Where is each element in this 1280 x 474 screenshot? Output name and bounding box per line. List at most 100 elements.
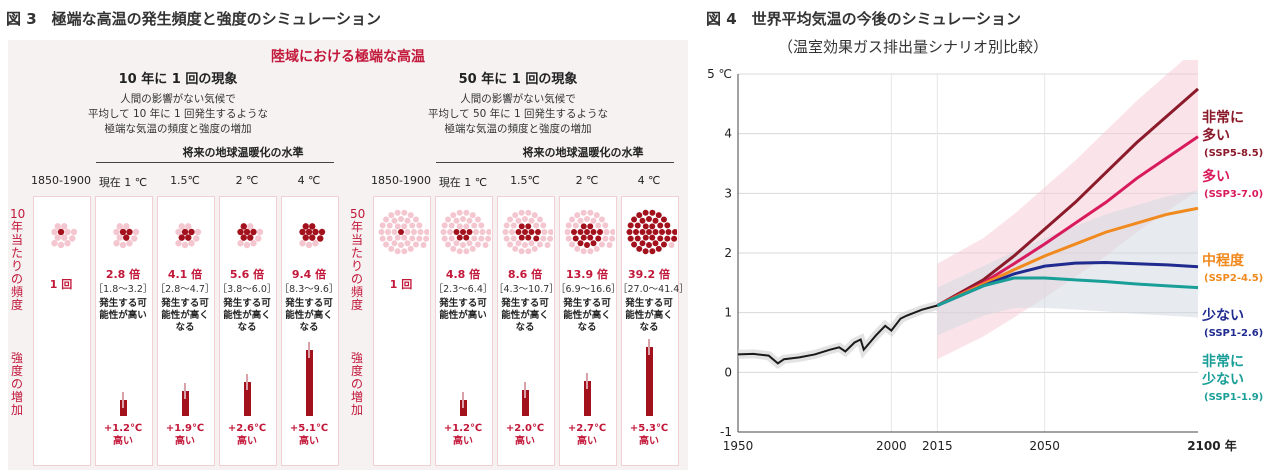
fig3-intensity-error xyxy=(648,339,650,356)
fig3-baseline-dot xyxy=(522,242,528,248)
fig3-event-dot xyxy=(642,209,649,216)
fig3-column-label: 1.5℃ xyxy=(510,174,540,187)
fig3-event-dot xyxy=(305,228,313,236)
legend-name: 多い xyxy=(1202,168,1230,185)
fig3-event-dot xyxy=(626,229,633,235)
fig3-heading: 陸域における極端な高温 xyxy=(271,49,425,65)
fig3-event-dot xyxy=(631,241,638,248)
fig3-event-dot xyxy=(655,212,662,219)
fig3-baseline-dot xyxy=(509,229,515,235)
scenario-line xyxy=(936,206,1199,307)
fig3-event-dot xyxy=(655,245,662,252)
fig3-event-dot xyxy=(659,229,665,235)
fig3-baseline-dot xyxy=(450,245,457,252)
fig3-likelihood-note: 発生する可能性が高くなる xyxy=(161,298,209,333)
fig3-event-dot xyxy=(312,228,319,236)
fig3-intensity-bar xyxy=(306,349,313,416)
fig3-likelihood-note: 発生する可能性が高くなる xyxy=(223,298,271,333)
fig3-baseline-dot xyxy=(572,222,579,229)
fig3-baseline-dot xyxy=(416,222,423,229)
fig3-event-dot xyxy=(636,245,643,252)
fig3-baseline-dot xyxy=(116,223,123,230)
fig3-column-card xyxy=(281,196,339,466)
fig3-baseline-dot xyxy=(57,241,65,249)
fig3-baseline-dot xyxy=(70,228,78,236)
y-tick-label: 0 xyxy=(724,365,732,379)
fig3-baseline-dot xyxy=(598,216,605,223)
fig3-group-desc-line: 人間の影響がない気候で xyxy=(460,93,576,105)
fig3-side-frequency-label: 50年当たりの頻度 xyxy=(350,207,366,312)
fig3-baseline-dot xyxy=(466,217,473,224)
fig3-baseline-dot xyxy=(450,212,457,219)
fig3-event-dot xyxy=(664,235,671,242)
fig3-baseline-dot xyxy=(574,245,581,252)
fig3-baseline-dot xyxy=(51,228,58,236)
fig3-baseline-dot xyxy=(409,222,416,229)
fig3-dot-cluster xyxy=(237,223,264,249)
fig3-baseline-dot xyxy=(522,216,528,222)
fig3-baseline-dot xyxy=(565,235,572,242)
fig3-baseline-dot xyxy=(243,241,251,249)
fig3-intensity-bar xyxy=(522,390,529,416)
fig3-baseline-dot xyxy=(580,248,587,255)
fig3-baseline-dot xyxy=(54,234,61,241)
fig3-baseline-dot xyxy=(188,240,195,247)
fig3-event-dot xyxy=(665,229,672,235)
fig3-event-dot xyxy=(181,228,189,236)
scenario-line xyxy=(936,276,1199,307)
fig3-event-dot xyxy=(639,217,646,224)
fig3-baseline-dot xyxy=(528,217,535,224)
fig3-baseline-dot xyxy=(64,240,71,247)
fig3-event-dot xyxy=(580,234,587,241)
fig3-likelihood-note: 発生する可能性が高い xyxy=(99,298,147,321)
fig3-baseline-dot xyxy=(175,228,182,236)
scenario-line xyxy=(936,87,1199,307)
fig3-baseline-dot xyxy=(441,235,448,242)
fig3-baseline-dot xyxy=(565,222,572,229)
fig3-group-desc-line: 人間の影響がない気候で xyxy=(120,93,236,105)
fig3-event-dot xyxy=(119,228,127,236)
fig3-baseline-dot xyxy=(584,216,590,222)
fig3-baseline-dot xyxy=(598,241,605,248)
fig3-future-label: 将来の地球温暖化の水準 xyxy=(522,146,644,159)
fig3-baseline-dot xyxy=(423,235,429,242)
y-tick-label: 1 xyxy=(724,306,732,320)
fig3-baseline-dot xyxy=(456,209,463,216)
fig3-frequency-range: ［2.3～6.4］ xyxy=(433,284,493,295)
fig3-frequency-value: 1 回 xyxy=(49,278,73,291)
fig3-baseline-dot xyxy=(595,222,602,229)
fig3-likelihood-note: 発生する可能性が高い xyxy=(439,298,487,321)
fig3-event-dot xyxy=(57,228,65,236)
legend-code: (SSP2-4.5) xyxy=(1204,273,1263,284)
fig3-baseline-dot xyxy=(603,229,610,235)
fig3-baseline-dot xyxy=(510,235,517,242)
legend-code: (SSP3-7.0) xyxy=(1204,189,1263,200)
fig3-baseline-dot xyxy=(507,241,514,248)
fig3-dot-cluster xyxy=(299,223,326,249)
fig3-intensity-value: +1.2℃ xyxy=(443,423,483,434)
fig3-baseline-dot xyxy=(577,217,584,224)
fig4-title: 図 4 世界平均気温の今後のシミュレーション xyxy=(706,10,1022,28)
fig3-baseline-dot xyxy=(474,216,481,223)
fig3-intensity-value: +5.3℃ xyxy=(629,423,669,434)
fig3-event-dot xyxy=(309,234,316,241)
fig3-baseline-dot xyxy=(394,234,401,241)
fig3-baseline-dot xyxy=(386,235,393,242)
fig3-event-dot xyxy=(247,234,254,241)
fig3-baseline-dot xyxy=(181,241,189,249)
fig3-baseline-dot xyxy=(409,235,416,242)
fig3-event-dot xyxy=(584,229,590,235)
fig3-frequency-value: 5.6 倍 xyxy=(229,268,265,281)
fig3-event-dot xyxy=(126,228,133,236)
fig3-baseline-dot xyxy=(486,229,491,235)
fig3-baseline-dot xyxy=(463,209,470,216)
historical-line xyxy=(737,304,938,365)
fig3-baseline-dot xyxy=(478,222,485,229)
fig3-event-dot xyxy=(577,229,584,235)
fig3-column-label: 4 ℃ xyxy=(297,174,321,187)
fig3-event-dot xyxy=(646,242,652,248)
fig3-event-dot xyxy=(243,228,251,236)
fig3-baseline-dot xyxy=(503,222,510,229)
fig3-event-dot xyxy=(649,234,656,241)
fig3-baseline-dot xyxy=(185,223,192,230)
